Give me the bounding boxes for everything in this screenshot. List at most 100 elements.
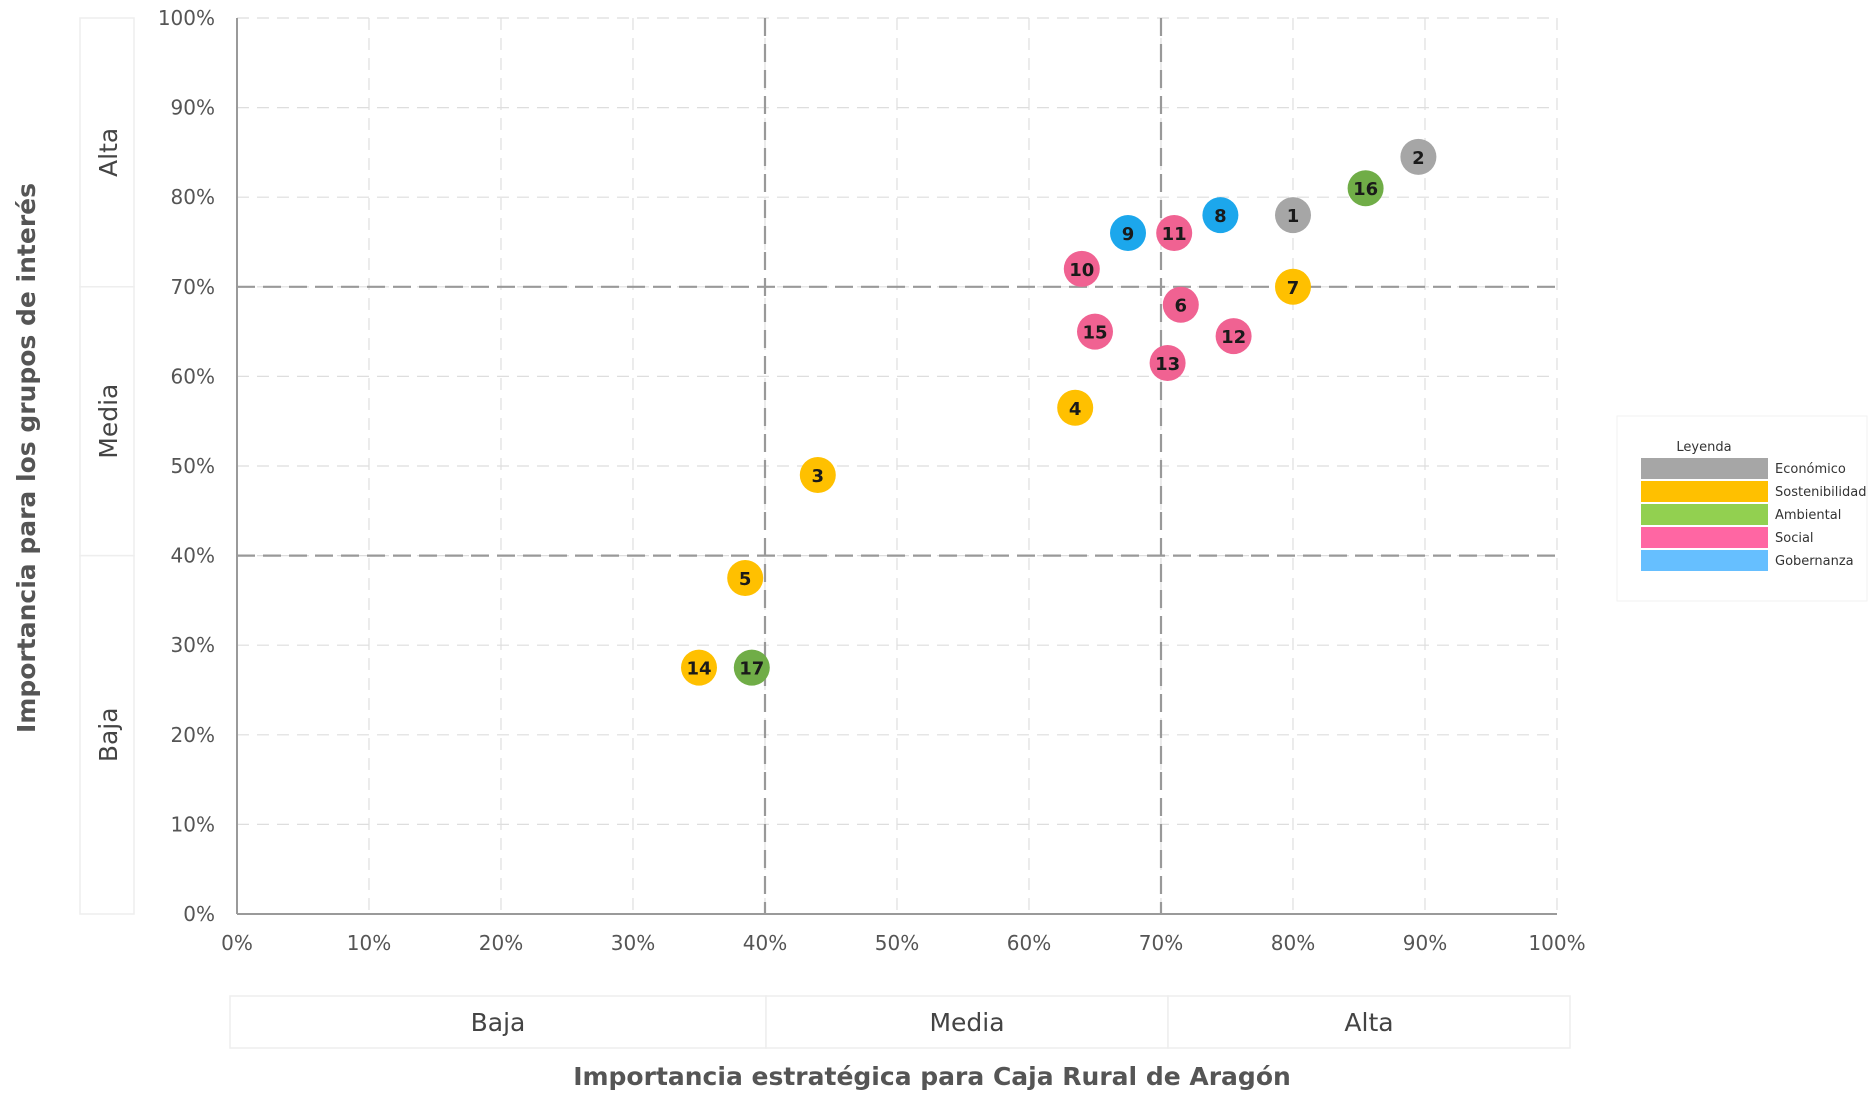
x-tick-label: 30% [611, 931, 655, 955]
y-band-box-0 [79, 554, 135, 915]
x-tick-label: 80% [1271, 931, 1315, 955]
data-point-label: 5 [739, 569, 752, 590]
data-point-7: 7 [1275, 268, 1311, 305]
x-band-box-1 [765, 995, 1169, 1049]
data-point-marker [1347, 170, 1384, 207]
data-point-label: 4 [1069, 399, 1082, 420]
data-point-label: 2 [1412, 148, 1425, 169]
data-point-label: 1 [1287, 206, 1300, 227]
x-axis-title: Importancia estratégica para Caja Rural … [573, 1062, 1291, 1091]
data-point-label: 16 [1353, 179, 1378, 200]
data-point-marker [1063, 250, 1100, 287]
y-tick-label: 50% [171, 454, 215, 478]
data-point-label: 6 [1175, 296, 1188, 317]
y-band-label-1: Media [94, 384, 123, 459]
y-tick-label: 90% [171, 96, 215, 120]
data-point-marker [1202, 197, 1239, 234]
legend-title: Leyenda [1676, 440, 1731, 455]
data-point-label: 15 [1082, 323, 1107, 344]
data-point-13: 13 [1149, 344, 1186, 381]
data-point-label: 13 [1155, 354, 1180, 375]
x-tick-label: 20% [479, 931, 523, 955]
data-point-15: 15 [1077, 313, 1113, 350]
data-point-5: 5 [727, 560, 764, 596]
data-point-label: 10 [1069, 260, 1094, 281]
x-band-label-0: Baja [471, 1008, 526, 1037]
data-point-marker [727, 560, 764, 596]
data-point-marker [1110, 215, 1146, 252]
legend-swatch-social [1641, 527, 1768, 548]
data-point-marker [733, 649, 770, 686]
x-tick-label: 70% [1139, 931, 1183, 955]
x-tick-label: 40% [743, 931, 787, 955]
threshold-lines [237, 18, 1557, 914]
legend-swatch-gobernanza [1641, 550, 1768, 571]
data-point-marker [1057, 389, 1094, 426]
band-labels: Baja Media Alta Baja Media Alta [79, 17, 1571, 1049]
x-band-label-2: Alta [1344, 1008, 1393, 1037]
x-band-box-2 [1167, 995, 1571, 1049]
legend-label-gobernanza: Gobernanza [1775, 554, 1854, 569]
data-point-label: 14 [686, 659, 711, 680]
data-point-marker [1156, 215, 1193, 252]
data-point-marker [1215, 318, 1252, 355]
x-tick-label: 60% [1007, 931, 1051, 955]
x-band-box-0 [229, 995, 767, 1049]
data-point-marker [1077, 313, 1113, 350]
legend-swatch-ambiental [1641, 504, 1768, 525]
x-tick-label: 100% [1528, 931, 1585, 955]
data-point-label: 8 [1214, 206, 1227, 227]
legend: Leyenda Económico Sostenibilidad Ambiental S… [1616, 415, 1868, 602]
legend-swatch-economico [1641, 458, 1768, 479]
data-point-9: 9 [1110, 215, 1146, 252]
legend-label-social: Social [1775, 531, 1814, 546]
y-tick-label: 40% [171, 544, 215, 568]
tick-labels: 0% 10% 20% 30% 40% 50% 60% 70% 80% 90% 100% 0% 10% 20… [158, 6, 1586, 955]
y-band-label-2: Alta [94, 128, 123, 177]
data-point-marker [681, 649, 717, 686]
gridlines [236, 17, 1558, 915]
legend-label-economico: Económico [1775, 462, 1846, 477]
data-point-14: 14 [681, 649, 717, 686]
y-tick-label: 30% [171, 633, 215, 657]
legend-swatch-sostenibilidad [1641, 481, 1768, 502]
data-point-16: 16 [1347, 170, 1384, 207]
axes [236, 18, 1557, 915]
data-point-2: 2 [1400, 138, 1437, 175]
data-point-8: 8 [1202, 197, 1239, 234]
y-tick-label: 60% [171, 364, 215, 388]
data-point-label: 17 [739, 659, 764, 680]
x-tick-label: 50% [875, 931, 919, 955]
data-point-label: 11 [1162, 224, 1187, 245]
data-point-12: 12 [1215, 318, 1252, 355]
data-point-label: 12 [1221, 327, 1246, 348]
data-point-11: 11 [1156, 215, 1193, 252]
data-point-marker [1162, 286, 1199, 323]
x-band-label-1: Media [929, 1008, 1004, 1037]
data-point-10: 10 [1063, 250, 1100, 287]
y-tick-label: 80% [171, 185, 215, 209]
data-point-marker [799, 456, 836, 493]
legend-label-sostenibilidad: Sostenibilidad [1775, 485, 1866, 500]
data-point-marker [1149, 344, 1186, 381]
data-point-marker [1400, 138, 1437, 175]
y-band-box-1 [79, 286, 135, 557]
x-tick-label: 90% [1403, 931, 1447, 955]
y-band-label-0: Baja [94, 707, 123, 762]
data-point-17: 17 [733, 649, 770, 686]
data-point-4: 4 [1057, 389, 1094, 426]
data-point-label: 9 [1122, 224, 1135, 245]
x-tick-label: 0% [221, 931, 253, 955]
y-axis-title: Importancia para los grupos de interés [12, 183, 41, 733]
x-tick-label: 10% [347, 931, 391, 955]
y-tick-label: 100% [158, 6, 215, 30]
data-point-marker [1275, 197, 1311, 234]
legend-label-ambiental: Ambiental [1775, 508, 1841, 523]
y-tick-label: 0% [183, 902, 215, 926]
y-band-box-2 [79, 17, 135, 288]
data-point-6: 6 [1162, 286, 1199, 323]
data-point-1: 1 [1275, 197, 1311, 234]
data-point-3: 3 [799, 456, 836, 493]
y-tick-label: 10% [171, 812, 215, 836]
